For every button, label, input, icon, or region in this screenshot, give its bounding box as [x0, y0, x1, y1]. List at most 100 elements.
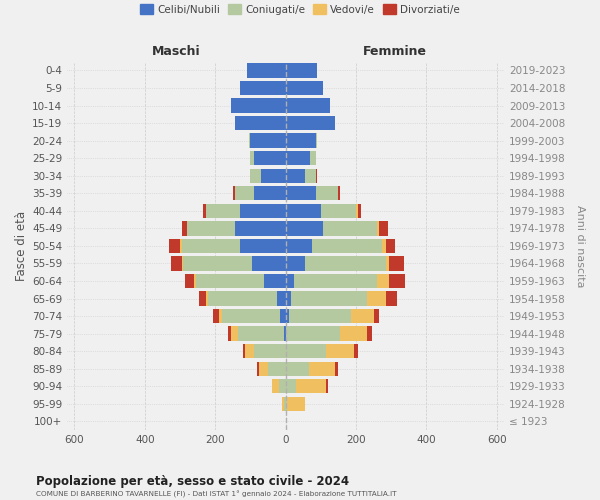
Text: Popolazione per età, sesso e stato civile - 2024: Popolazione per età, sesso e stato civil…	[36, 474, 349, 488]
Bar	[206, 204, 240, 218]
Bar	[235, 221, 286, 236]
Bar	[254, 344, 286, 358]
Bar	[265, 274, 286, 288]
Bar	[316, 186, 338, 200]
Bar	[308, 362, 335, 376]
Bar	[247, 63, 286, 78]
Bar	[389, 274, 406, 288]
Bar	[277, 292, 286, 306]
Text: Femmine: Femmine	[363, 45, 427, 58]
Bar	[235, 116, 286, 130]
Bar	[386, 292, 397, 306]
Bar	[382, 238, 386, 253]
Bar	[286, 274, 295, 288]
Bar	[386, 238, 395, 253]
Bar	[233, 186, 235, 200]
Bar	[214, 309, 219, 324]
Bar	[185, 274, 194, 288]
Bar	[182, 238, 240, 253]
Bar	[284, 396, 286, 411]
Bar	[286, 151, 310, 166]
Bar	[250, 134, 286, 148]
Bar	[335, 362, 338, 376]
Bar	[240, 238, 286, 253]
Bar	[374, 309, 379, 324]
Bar	[286, 256, 305, 270]
Bar	[222, 309, 280, 324]
Bar	[287, 396, 305, 411]
Bar	[305, 168, 316, 183]
Bar	[286, 379, 296, 394]
Y-axis label: Anni di nascita: Anni di nascita	[575, 204, 585, 287]
Bar	[259, 362, 268, 376]
Bar	[358, 204, 361, 218]
Bar	[245, 344, 254, 358]
Bar	[286, 204, 321, 218]
Bar	[310, 151, 316, 166]
Bar	[231, 98, 286, 112]
Bar	[367, 326, 372, 341]
Bar	[312, 238, 382, 253]
Bar	[206, 292, 208, 306]
Bar	[184, 256, 252, 270]
Bar	[316, 168, 317, 183]
Bar	[340, 326, 367, 341]
Bar	[377, 221, 379, 236]
Bar	[199, 292, 206, 306]
Bar	[389, 256, 404, 270]
Bar	[289, 309, 351, 324]
Bar	[295, 274, 377, 288]
Bar	[254, 151, 286, 166]
Bar	[286, 134, 316, 148]
Bar	[286, 292, 291, 306]
Bar	[252, 256, 286, 270]
Bar	[326, 344, 354, 358]
Bar	[196, 274, 265, 288]
Bar	[187, 221, 235, 236]
Bar	[278, 379, 286, 394]
Bar	[280, 309, 286, 324]
Bar	[254, 186, 286, 200]
Bar	[235, 186, 254, 200]
Bar	[326, 379, 328, 394]
Bar	[286, 396, 287, 411]
Bar	[286, 326, 340, 341]
Bar	[286, 116, 335, 130]
Bar	[250, 151, 254, 166]
Bar	[286, 168, 305, 183]
Bar	[316, 134, 317, 148]
Bar	[182, 256, 184, 270]
Bar	[261, 168, 286, 183]
Bar	[244, 344, 245, 358]
Legend: Celibi/Nubili, Coniugati/e, Vedovi/e, Divorziati/e: Celibi/Nubili, Coniugati/e, Vedovi/e, Di…	[136, 0, 464, 19]
Bar	[282, 396, 284, 411]
Bar	[286, 238, 312, 253]
Bar	[231, 326, 238, 341]
Bar	[286, 81, 323, 95]
Bar	[354, 344, 358, 358]
Y-axis label: Fasce di età: Fasce di età	[15, 211, 28, 281]
Bar	[284, 326, 286, 341]
Bar	[286, 186, 316, 200]
Bar	[286, 344, 326, 358]
Bar	[291, 292, 367, 306]
Bar	[351, 309, 374, 324]
Bar	[180, 238, 182, 253]
Bar	[386, 256, 389, 270]
Bar	[250, 168, 261, 183]
Bar	[367, 292, 386, 306]
Bar	[240, 81, 286, 95]
Bar	[203, 204, 206, 218]
Bar	[182, 221, 187, 236]
Bar	[238, 326, 284, 341]
Bar	[286, 63, 317, 78]
Bar	[286, 98, 329, 112]
Bar	[194, 274, 196, 288]
Bar	[208, 292, 277, 306]
Bar	[219, 309, 222, 324]
Bar	[227, 326, 231, 341]
Bar	[323, 221, 377, 236]
Bar	[356, 204, 358, 218]
Bar	[268, 362, 286, 376]
Bar	[240, 204, 286, 218]
